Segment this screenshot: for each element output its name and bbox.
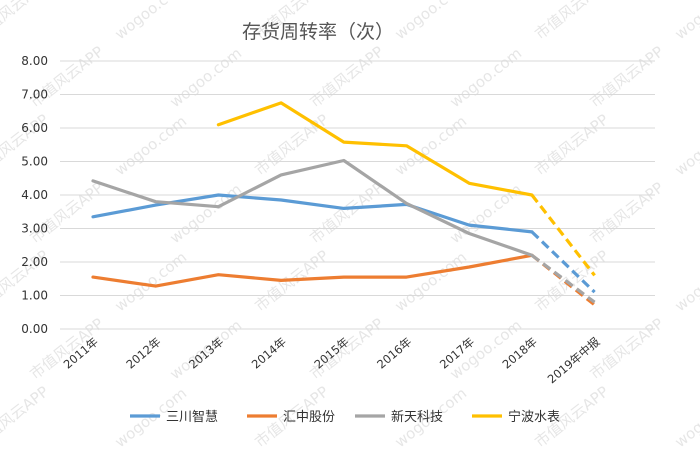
legend-label: 汇中股份 [283,410,335,425]
y-tick-label: 6.00 [21,121,48,135]
watermark-text: wogoo.com [111,112,190,179]
y-tick-label: 0.00 [21,322,48,336]
y-tick-label: 2.00 [21,255,48,269]
series-line [91,158,534,257]
series-1 [91,253,596,307]
series-2 [91,158,596,304]
x-axis-ticks: 2011年 2012年 2013年 2014年 2015年 2016年 2017年 2018年… [61,334,603,386]
series-3 [216,101,596,277]
watermark-text: 市值风云APP [306,43,387,112]
watermark-text: wogoo.com [671,0,700,43]
series-line [216,101,534,197]
watermark-text: 市值风云APP [531,0,612,43]
legend-label: 宁波水表 [508,409,560,425]
watermark-text: wogoo.com [671,384,700,450]
y-tick-label: 8.00 [21,54,48,68]
y-tick-label: 3.00 [21,222,48,236]
watermark-text: wogoo.com [446,44,525,111]
x-tick-label: 2012年 [123,335,163,372]
series-layer [91,101,596,307]
watermark-text: 市值风云APP [0,383,52,450]
legend: 三川智慧 汇中股份 新天科技 宁波水表 [130,409,560,425]
watermark-text: 市值风云APP [586,315,667,384]
y-tick-label: 5.00 [21,155,48,169]
watermark-text: 市值风云APP [531,247,612,316]
watermark-text: wogoo.com [111,0,190,43]
watermark-text: 市值风云APP [306,179,387,248]
watermark-text: wogoo.com [391,248,470,315]
x-tick-label: 2016年 [374,335,414,372]
legend-label: 三川智慧 [166,409,218,425]
y-tick-label: 4.00 [21,188,48,202]
watermark-text: wogoo.com [391,0,470,43]
watermark-text: 市值风云APP [586,179,667,248]
watermark-text: 市值风云APP [251,111,332,180]
watermark-text: 市值风云APP [0,0,52,43]
grid-layer [60,60,655,330]
series-forecast-segment [530,194,596,277]
series-forecast-segment [530,230,596,294]
series-line [91,253,534,288]
watermark-text: wogoo.com [671,248,700,315]
legend-label: 新天科技 [391,409,443,425]
chart-title: 存货周转率（次） [242,21,394,43]
watermark-text: 市值风云APP [531,111,612,180]
watermark-text: wogoo.com [166,44,245,111]
y-tick-label: 1.00 [21,289,48,303]
watermark-text: wogoo.com [671,112,700,179]
x-tick-label: 2014年 [249,335,289,372]
y-tick-label: 7.00 [21,88,48,102]
watermark-text: wogoo.com [166,180,245,247]
watermark-text: 市值风云APP [586,43,667,112]
y-axis-ticks: 0.00 1.00 2.00 3.00 4.00 5.00 6.00 7.00 8.00 [21,54,48,336]
